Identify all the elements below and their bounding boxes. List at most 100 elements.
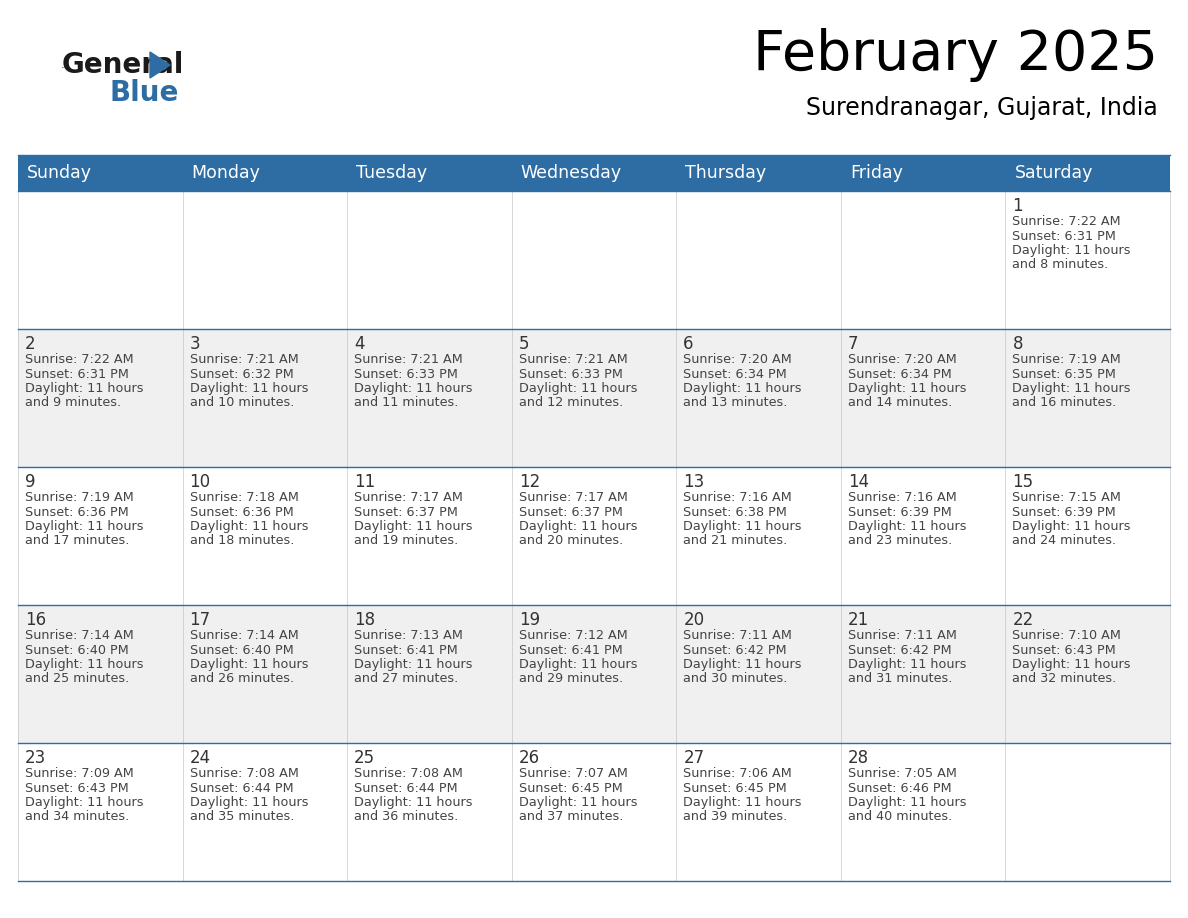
Text: Sunrise: 7:12 AM: Sunrise: 7:12 AM	[519, 629, 627, 642]
Text: Sunrise: 7:16 AM: Sunrise: 7:16 AM	[683, 491, 792, 504]
Text: Daylight: 11 hours: Daylight: 11 hours	[519, 796, 637, 809]
Text: 11: 11	[354, 473, 375, 491]
Text: 20: 20	[683, 611, 704, 629]
Text: Sunset: 6:33 PM: Sunset: 6:33 PM	[354, 367, 459, 380]
Text: 15: 15	[1012, 473, 1034, 491]
Text: and 20 minutes.: and 20 minutes.	[519, 534, 623, 547]
Text: Sunrise: 7:20 AM: Sunrise: 7:20 AM	[848, 353, 956, 366]
Text: Friday: Friday	[849, 164, 903, 182]
Text: Daylight: 11 hours: Daylight: 11 hours	[683, 520, 802, 533]
Text: Daylight: 11 hours: Daylight: 11 hours	[190, 382, 308, 395]
Text: Sunrise: 7:14 AM: Sunrise: 7:14 AM	[25, 629, 134, 642]
Text: and 18 minutes.: and 18 minutes.	[190, 534, 293, 547]
Text: Sunset: 6:44 PM: Sunset: 6:44 PM	[190, 781, 293, 794]
Text: Sunrise: 7:09 AM: Sunrise: 7:09 AM	[25, 767, 134, 780]
Text: Sunset: 6:45 PM: Sunset: 6:45 PM	[519, 781, 623, 794]
Text: 14: 14	[848, 473, 868, 491]
Text: and 17 minutes.: and 17 minutes.	[25, 534, 129, 547]
Text: General: General	[62, 51, 184, 79]
Text: Sunday: Sunday	[27, 164, 91, 182]
Text: Daylight: 11 hours: Daylight: 11 hours	[848, 520, 966, 533]
Text: 12: 12	[519, 473, 541, 491]
Text: Sunset: 6:36 PM: Sunset: 6:36 PM	[25, 506, 128, 519]
Text: #1a1a1a: #1a1a1a	[62, 67, 69, 68]
Text: 17: 17	[190, 611, 210, 629]
Text: Sunset: 6:40 PM: Sunset: 6:40 PM	[190, 644, 293, 656]
Text: Daylight: 11 hours: Daylight: 11 hours	[683, 796, 802, 809]
Text: 8: 8	[1012, 335, 1023, 353]
Text: and 36 minutes.: and 36 minutes.	[354, 811, 459, 823]
Text: and 21 minutes.: and 21 minutes.	[683, 534, 788, 547]
Text: Sunrise: 7:15 AM: Sunrise: 7:15 AM	[1012, 491, 1121, 504]
Text: Saturday: Saturday	[1015, 164, 1093, 182]
Text: and 27 minutes.: and 27 minutes.	[354, 673, 459, 686]
Text: and 29 minutes.: and 29 minutes.	[519, 673, 623, 686]
Text: Daylight: 11 hours: Daylight: 11 hours	[190, 658, 308, 671]
Text: Sunset: 6:41 PM: Sunset: 6:41 PM	[519, 644, 623, 656]
Text: Daylight: 11 hours: Daylight: 11 hours	[25, 796, 144, 809]
Text: 19: 19	[519, 611, 539, 629]
Text: Sunset: 6:31 PM: Sunset: 6:31 PM	[25, 367, 128, 380]
Text: Sunset: 6:45 PM: Sunset: 6:45 PM	[683, 781, 786, 794]
Text: Sunset: 6:37 PM: Sunset: 6:37 PM	[519, 506, 623, 519]
Text: 28: 28	[848, 749, 868, 767]
Text: Sunrise: 7:06 AM: Sunrise: 7:06 AM	[683, 767, 792, 780]
Text: Sunrise: 7:08 AM: Sunrise: 7:08 AM	[354, 767, 463, 780]
Text: and 30 minutes.: and 30 minutes.	[683, 673, 788, 686]
Text: Sunrise: 7:21 AM: Sunrise: 7:21 AM	[354, 353, 463, 366]
Text: Daylight: 11 hours: Daylight: 11 hours	[25, 382, 144, 395]
Text: Sunset: 6:35 PM: Sunset: 6:35 PM	[1012, 367, 1117, 380]
Text: Monday: Monday	[191, 164, 260, 182]
Bar	[18, 329, 1170, 467]
Text: Sunrise: 7:22 AM: Sunrise: 7:22 AM	[25, 353, 133, 366]
Text: 9: 9	[25, 473, 36, 491]
Text: and 12 minutes.: and 12 minutes.	[519, 397, 623, 409]
Text: and 10 minutes.: and 10 minutes.	[190, 397, 293, 409]
Text: Sunset: 6:36 PM: Sunset: 6:36 PM	[190, 506, 293, 519]
Bar	[1005, 155, 1170, 191]
Bar	[512, 155, 676, 191]
Text: Sunrise: 7:10 AM: Sunrise: 7:10 AM	[1012, 629, 1121, 642]
Bar	[18, 605, 1170, 743]
Text: Sunset: 6:44 PM: Sunset: 6:44 PM	[354, 781, 457, 794]
Text: Sunrise: 7:21 AM: Sunrise: 7:21 AM	[519, 353, 627, 366]
Text: Sunset: 6:41 PM: Sunset: 6:41 PM	[354, 644, 457, 656]
Text: Sunrise: 7:17 AM: Sunrise: 7:17 AM	[519, 491, 627, 504]
Bar	[183, 155, 347, 191]
Bar	[18, 467, 1170, 605]
Text: Daylight: 11 hours: Daylight: 11 hours	[190, 796, 308, 809]
Text: Daylight: 11 hours: Daylight: 11 hours	[1012, 244, 1131, 257]
Text: and 35 minutes.: and 35 minutes.	[190, 811, 293, 823]
Text: Wednesday: Wednesday	[520, 164, 621, 182]
Text: Daylight: 11 hours: Daylight: 11 hours	[25, 658, 144, 671]
Text: Sunrise: 7:16 AM: Sunrise: 7:16 AM	[848, 491, 956, 504]
Text: Sunrise: 7:22 AM: Sunrise: 7:22 AM	[1012, 215, 1121, 228]
Text: Daylight: 11 hours: Daylight: 11 hours	[190, 520, 308, 533]
Bar	[347, 155, 512, 191]
Text: Thursday: Thursday	[685, 164, 766, 182]
Text: and 31 minutes.: and 31 minutes.	[848, 673, 953, 686]
Text: 22: 22	[1012, 611, 1034, 629]
Text: Sunrise: 7:21 AM: Sunrise: 7:21 AM	[190, 353, 298, 366]
Text: 16: 16	[25, 611, 46, 629]
Text: and 32 minutes.: and 32 minutes.	[1012, 673, 1117, 686]
Text: 13: 13	[683, 473, 704, 491]
Text: Daylight: 11 hours: Daylight: 11 hours	[25, 520, 144, 533]
Text: Sunrise: 7:11 AM: Sunrise: 7:11 AM	[848, 629, 956, 642]
Text: Sunrise: 7:05 AM: Sunrise: 7:05 AM	[848, 767, 956, 780]
Text: Sunset: 6:39 PM: Sunset: 6:39 PM	[848, 506, 952, 519]
Text: Sunrise: 7:07 AM: Sunrise: 7:07 AM	[519, 767, 627, 780]
Polygon shape	[150, 52, 170, 78]
Bar	[18, 743, 1170, 881]
Text: Sunrise: 7:18 AM: Sunrise: 7:18 AM	[190, 491, 298, 504]
Text: 27: 27	[683, 749, 704, 767]
Text: Sunset: 6:34 PM: Sunset: 6:34 PM	[848, 367, 952, 380]
Text: Sunset: 6:42 PM: Sunset: 6:42 PM	[848, 644, 952, 656]
Text: Sunset: 6:34 PM: Sunset: 6:34 PM	[683, 367, 786, 380]
Text: Daylight: 11 hours: Daylight: 11 hours	[683, 382, 802, 395]
Text: 10: 10	[190, 473, 210, 491]
Text: 6: 6	[683, 335, 694, 353]
Text: 7: 7	[848, 335, 859, 353]
Text: and 14 minutes.: and 14 minutes.	[848, 397, 952, 409]
Text: Sunset: 6:38 PM: Sunset: 6:38 PM	[683, 506, 788, 519]
